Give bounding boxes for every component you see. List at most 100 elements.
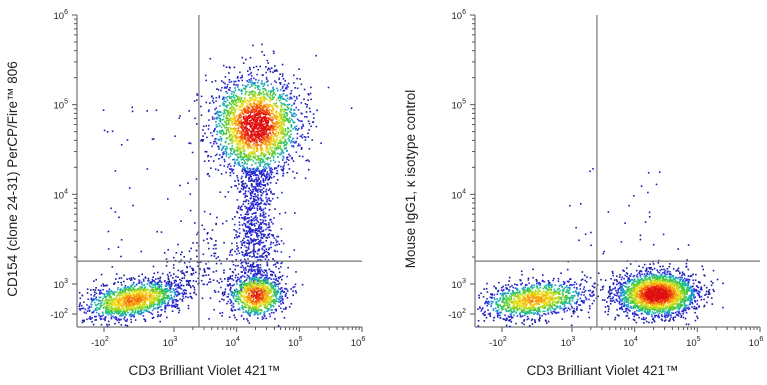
event-point bbox=[273, 284, 276, 286]
event-point bbox=[234, 140, 237, 142]
event-point bbox=[264, 175, 267, 178]
event-point bbox=[224, 278, 226, 280]
event-point bbox=[236, 120, 238, 122]
event-point bbox=[261, 101, 263, 104]
event-point bbox=[233, 283, 235, 286]
event-point bbox=[259, 277, 262, 279]
event-point bbox=[207, 154, 210, 157]
event-point bbox=[287, 103, 290, 106]
event-point bbox=[169, 289, 171, 291]
event-point bbox=[218, 111, 220, 114]
event-point bbox=[281, 297, 283, 300]
event-point bbox=[248, 103, 251, 106]
event-point bbox=[223, 96, 225, 99]
event-point bbox=[256, 268, 259, 270]
event-point bbox=[85, 312, 87, 314]
event-point bbox=[102, 307, 105, 309]
event-point bbox=[213, 130, 215, 133]
event-point bbox=[261, 74, 264, 76]
event-point bbox=[252, 278, 255, 281]
event-point bbox=[237, 84, 239, 86]
event-point bbox=[227, 114, 230, 117]
event-point bbox=[201, 224, 203, 227]
event-point bbox=[93, 295, 95, 297]
event-point bbox=[230, 134, 232, 136]
event-point bbox=[265, 236, 267, 239]
event-point bbox=[192, 268, 194, 270]
event-point bbox=[223, 103, 226, 105]
event-point bbox=[257, 199, 260, 201]
event-point bbox=[107, 230, 110, 233]
event-point bbox=[261, 184, 264, 186]
event-point bbox=[218, 282, 220, 284]
event-point bbox=[228, 156, 230, 159]
event-point bbox=[154, 290, 156, 293]
event-point bbox=[270, 285, 272, 288]
event-point bbox=[252, 160, 255, 162]
event-point bbox=[175, 252, 178, 254]
event-point bbox=[207, 172, 209, 175]
event-point bbox=[252, 305, 254, 307]
event-point bbox=[249, 263, 252, 266]
event-point bbox=[175, 275, 177, 278]
event-point bbox=[226, 96, 229, 98]
event-point bbox=[101, 304, 103, 307]
event-point bbox=[248, 217, 250, 219]
event-point bbox=[238, 205, 240, 208]
event-point bbox=[263, 143, 266, 145]
event-point bbox=[252, 174, 255, 177]
event-point bbox=[231, 121, 234, 123]
event-point bbox=[254, 189, 257, 192]
event-point bbox=[268, 268, 271, 271]
event-point bbox=[252, 240, 254, 243]
event-point bbox=[225, 153, 227, 155]
event-point bbox=[157, 303, 160, 306]
event-point bbox=[255, 182, 258, 185]
event-point bbox=[281, 127, 284, 129]
event-point bbox=[257, 169, 260, 171]
event-point bbox=[249, 283, 252, 285]
event-point bbox=[263, 299, 265, 302]
event-point bbox=[159, 292, 161, 294]
event-point bbox=[120, 281, 122, 284]
event-point bbox=[254, 146, 256, 149]
event-point bbox=[90, 297, 93, 300]
event-point bbox=[259, 158, 261, 160]
event-point bbox=[279, 122, 281, 124]
event-point bbox=[157, 277, 159, 280]
event-point bbox=[91, 301, 93, 303]
event-point bbox=[238, 137, 240, 139]
event-point bbox=[176, 291, 178, 293]
event-point bbox=[245, 195, 247, 198]
event-point bbox=[301, 120, 303, 123]
event-point bbox=[147, 277, 150, 280]
event-point bbox=[229, 130, 232, 133]
event-point bbox=[245, 174, 248, 176]
event-point bbox=[174, 291, 177, 293]
event-point bbox=[260, 284, 263, 286]
event-point bbox=[273, 103, 276, 106]
event-point bbox=[246, 284, 249, 286]
event-point bbox=[244, 153, 246, 155]
event-point bbox=[262, 208, 265, 211]
event-point bbox=[246, 276, 249, 279]
event-point bbox=[256, 219, 258, 222]
event-point bbox=[245, 279, 248, 281]
event-point bbox=[267, 162, 269, 165]
event-point bbox=[127, 311, 129, 314]
event-point bbox=[147, 288, 150, 291]
event-point bbox=[118, 297, 121, 299]
event-point bbox=[202, 135, 204, 137]
event-point bbox=[216, 125, 219, 128]
event-point bbox=[274, 290, 276, 293]
event-point bbox=[95, 319, 98, 321]
event-point bbox=[254, 97, 256, 100]
event-point bbox=[253, 193, 256, 195]
event-point bbox=[279, 83, 282, 85]
event-point bbox=[277, 240, 279, 243]
event-point bbox=[229, 289, 231, 291]
event-point bbox=[81, 321, 84, 324]
event-point bbox=[266, 199, 268, 201]
event-point bbox=[250, 146, 253, 148]
event-point bbox=[254, 287, 256, 289]
